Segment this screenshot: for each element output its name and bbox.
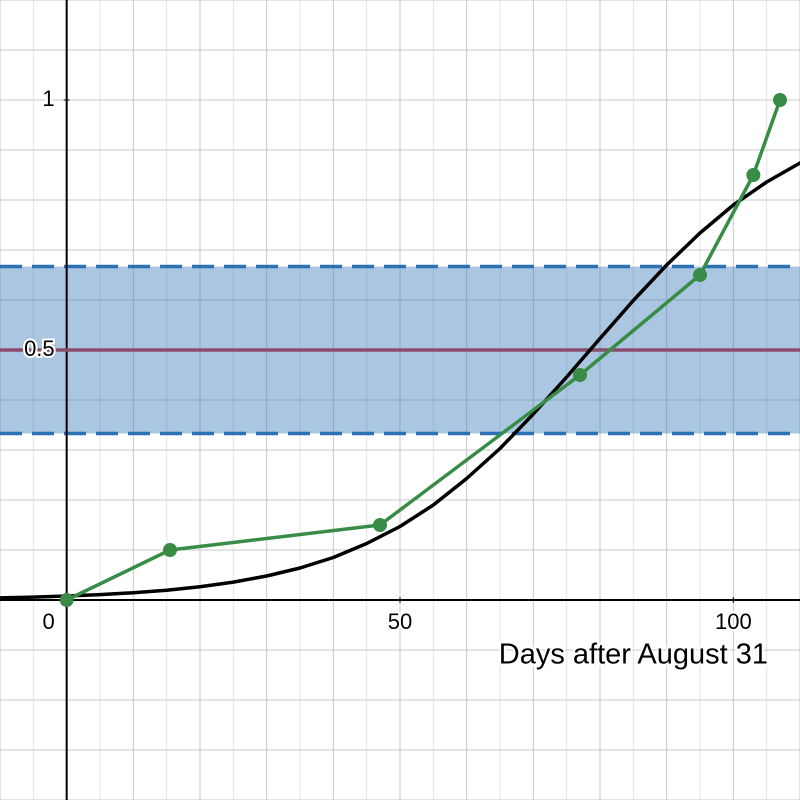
data-point: [573, 368, 587, 382]
x-tick-label: 100: [715, 609, 752, 634]
data-point: [746, 168, 761, 182]
lines: [0, 93, 800, 607]
data-point: [373, 518, 387, 532]
labels: Days after August 31 0 50 100 0.5 1: [22, 84, 770, 673]
series-line: [0, 161, 800, 600]
x-tick-label: 0: [43, 609, 55, 634]
x-axis-label: Days after August 31: [499, 639, 768, 671]
data-point: [693, 268, 707, 282]
y-tick-label: 1: [42, 86, 54, 111]
x-tick-label: 50: [388, 609, 412, 634]
y-tick-label: 0.5: [24, 336, 55, 361]
data-point: [59, 593, 74, 607]
data-point: [163, 543, 177, 557]
data-point: [773, 93, 787, 107]
